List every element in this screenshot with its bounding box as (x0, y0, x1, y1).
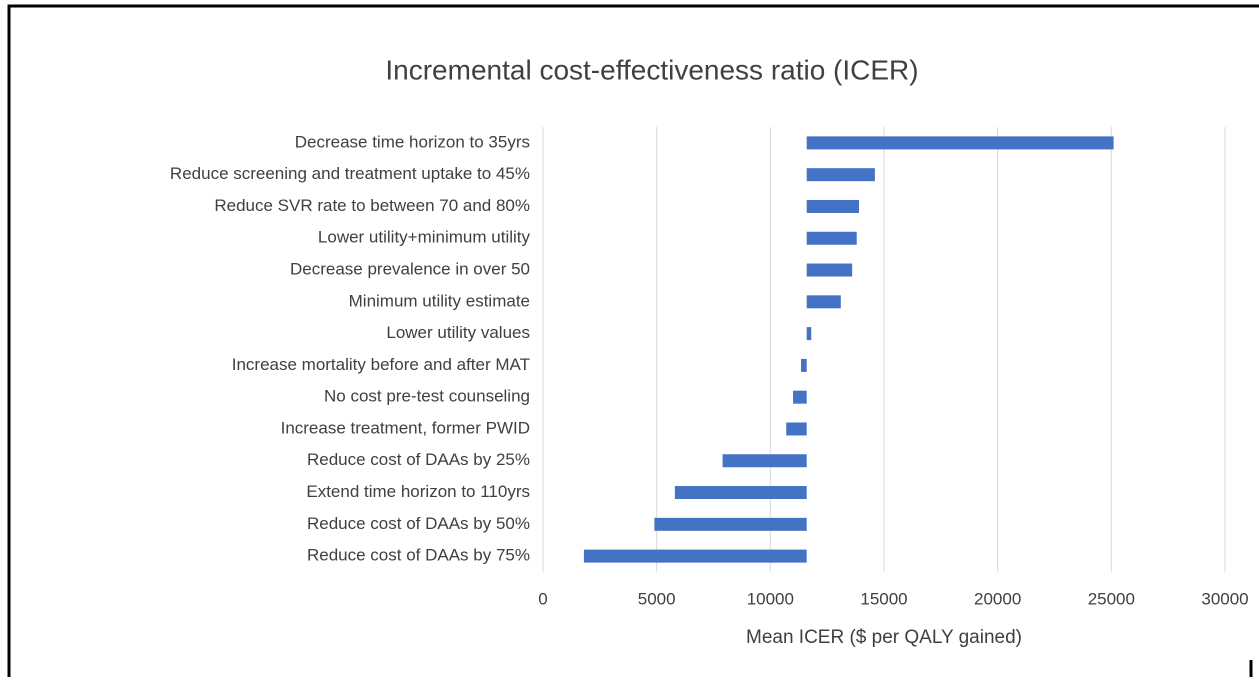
y-tick-label: Extend time horizon to 110yrs (306, 482, 530, 501)
x-tick-label: 30000 (1201, 589, 1248, 608)
bar (583, 549, 807, 563)
bar (786, 422, 807, 436)
bar (654, 517, 807, 531)
x-axis-label: Mean ICER ($ per QALY gained) (746, 627, 1022, 648)
bar (722, 454, 807, 468)
bar (806, 231, 857, 245)
y-tick-label: Decrease time horizon to 35yrs (295, 132, 530, 151)
bar (806, 295, 841, 309)
bar (801, 358, 807, 372)
y-tick-label: Increase mortality before and after MAT (232, 355, 530, 374)
bar (806, 263, 853, 277)
y-tick-label: Lower utility values (386, 323, 530, 342)
chart-title: Incremental cost-effectiveness ratio (IC… (385, 54, 918, 85)
bar (806, 327, 812, 341)
bar (793, 390, 807, 404)
bar (806, 168, 875, 182)
x-tick-label: 15000 (860, 589, 907, 608)
bar (806, 199, 859, 213)
y-tick-label: No cost pre-test counseling (324, 387, 530, 406)
y-tick-label: Reduce cost of DAAs by 75% (307, 546, 530, 565)
y-tick-label: Lower utility+minimum utility (318, 228, 531, 247)
y-tick-label: Reduce SVR rate to between 70 and 80% (214, 196, 530, 215)
y-tick-label: Minimum utility estimate (349, 291, 530, 310)
y-tick-label: Reduce cost of DAAs by 25% (307, 450, 530, 469)
x-tick-label: 0 (538, 589, 547, 608)
x-tick-label: 20000 (974, 589, 1021, 608)
y-tick-label: Decrease prevalence in over 50 (290, 260, 530, 279)
y-tick-label: Reduce screening and treatment uptake to… (170, 164, 530, 183)
y-tick-label: Reduce cost of DAAs by 50% (307, 514, 530, 533)
bar (674, 486, 807, 500)
x-tick-label: 5000 (638, 589, 676, 608)
frame (7, 4, 1259, 677)
y-tick-label: Increase treatment, former PWID (281, 418, 530, 437)
x-tick-label: 10000 (747, 589, 794, 608)
bar (806, 136, 1114, 150)
x-tick-label: 25000 (1088, 589, 1135, 608)
